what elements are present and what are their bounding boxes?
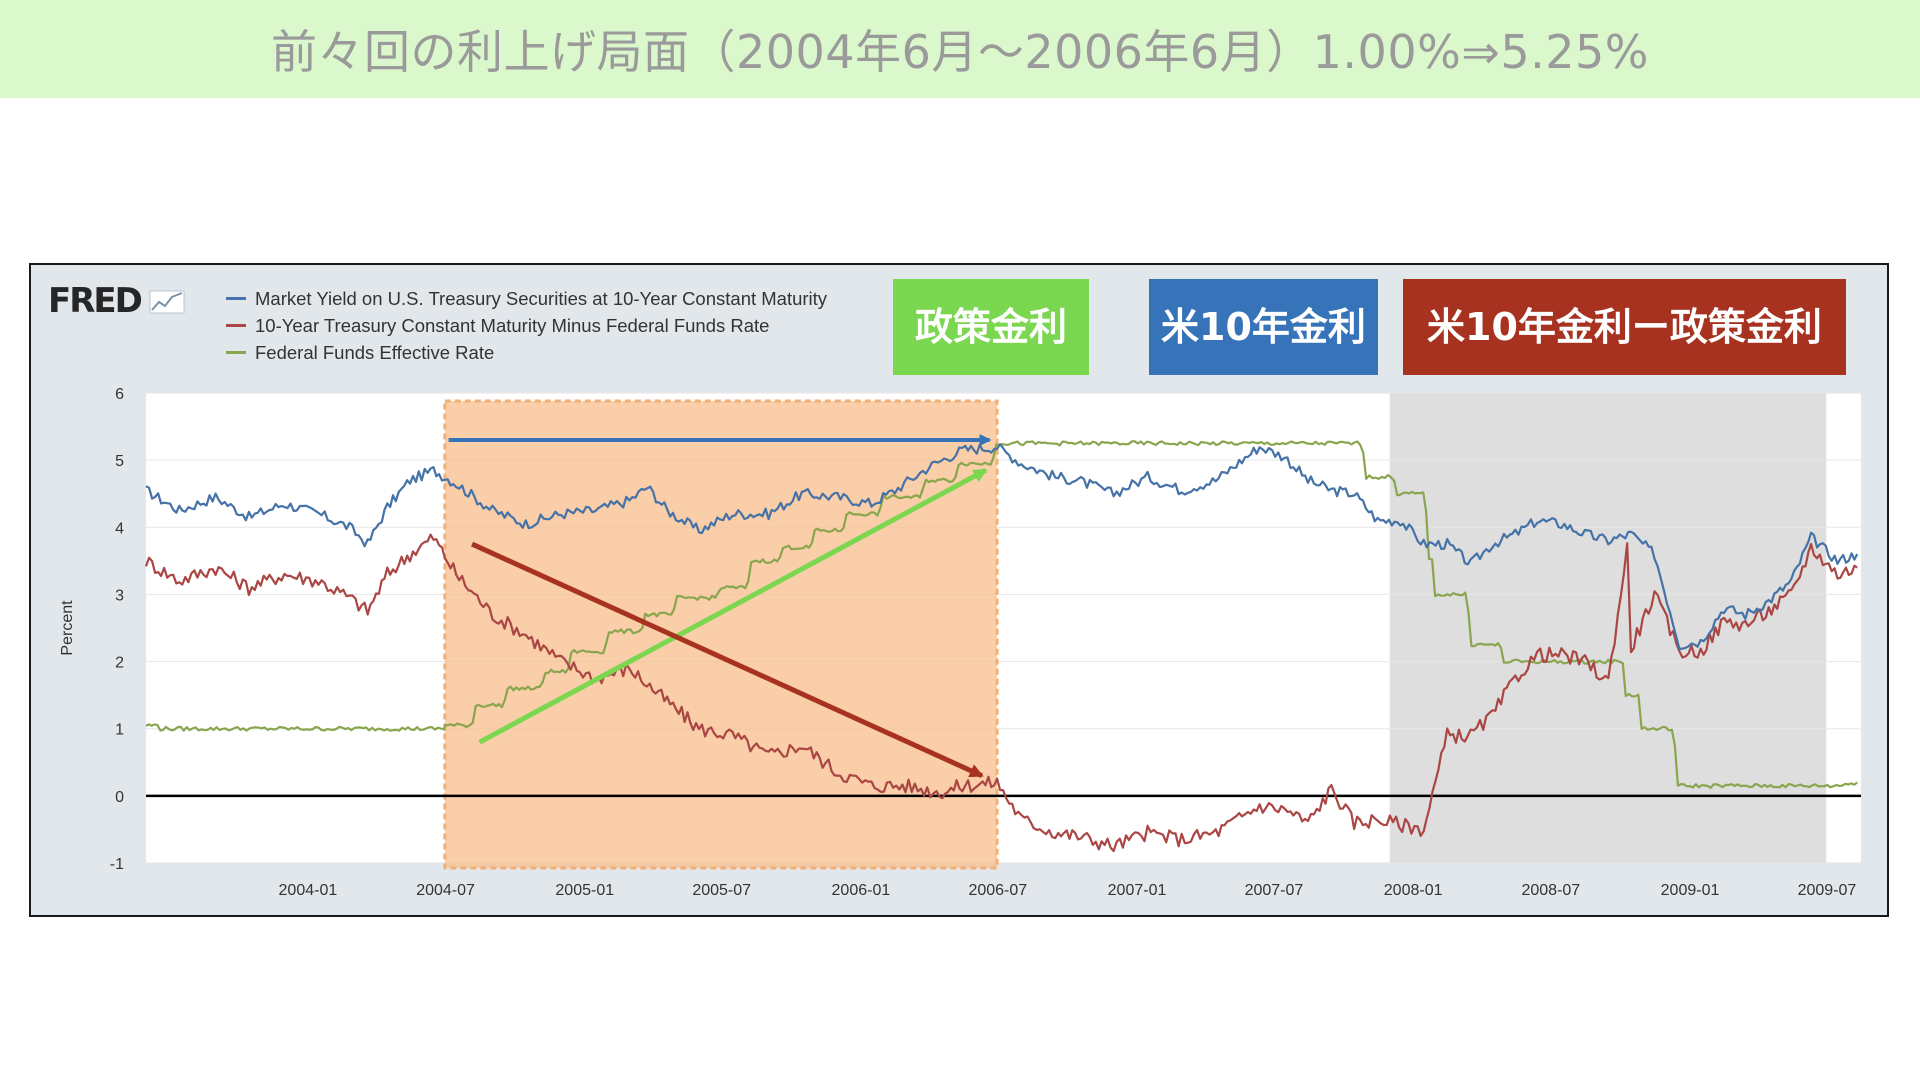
x-tick-label: 2005-07 bbox=[692, 882, 751, 899]
fred-logo-text: FRED bbox=[48, 281, 143, 321]
x-tick-label: 2008-07 bbox=[1521, 882, 1580, 899]
legend-item-fed-funds: Federal Funds Effective Rate bbox=[226, 339, 827, 366]
fred-logo: FRED bbox=[48, 281, 185, 321]
legend-swatch-market-yield bbox=[226, 297, 246, 300]
y-tick-label: 4 bbox=[115, 520, 124, 537]
highlight-period-box bbox=[443, 399, 999, 870]
badge-policy-rate: 政策金利 bbox=[893, 279, 1089, 375]
y-tick-label: 5 bbox=[115, 453, 124, 470]
y-tick-label: 6 bbox=[115, 386, 124, 403]
series-market-yield-line bbox=[145, 443, 1859, 650]
chart-canvas: 6 5 4 3 2 1 0 -1 2004-01 2004-07 2005-01 2005-07 200… bbox=[59, 386, 1861, 899]
legend-label-market-yield: Market Yield on U.S. Treasury Securities… bbox=[255, 287, 828, 309]
y-tick-label: 2 bbox=[115, 655, 124, 672]
legend-item-spread: 10-Year Treasury Constant Maturity Minus… bbox=[226, 312, 827, 339]
recession-shading bbox=[1389, 393, 1827, 863]
legend-item-market-yield: Market Yield on U.S. Treasury Securities… bbox=[226, 285, 827, 312]
x-tick-label: 2006-01 bbox=[832, 882, 891, 899]
chart-frame: 6 5 4 3 2 1 0 -1 2004-01 2004-07 2005-01 2005-07 200… bbox=[29, 263, 1889, 917]
arrow-policy-rate-rise bbox=[478, 468, 988, 745]
chart-legend: Market Yield on U.S. Treasury Securities… bbox=[226, 285, 827, 366]
y-tick-label: 1 bbox=[115, 722, 124, 739]
legend-swatch-spread bbox=[226, 324, 246, 327]
y-axis-label: Percent bbox=[59, 600, 76, 656]
x-tick-label: 2007-01 bbox=[1108, 882, 1167, 899]
badge-spread: 米10年金利ー政策金利 bbox=[1403, 279, 1846, 375]
badge-us10y: 米10年金利 bbox=[1149, 279, 1378, 375]
y-tick-label: -1 bbox=[110, 856, 124, 873]
y-tick-label: 3 bbox=[115, 587, 124, 604]
slide-title-bar: 前々回の利上げ局面（2004年6月〜2006年6月）1.00%⇒5.25% bbox=[0, 0, 1920, 98]
mini-chart-icon bbox=[149, 283, 185, 323]
series-spread-line bbox=[144, 533, 1858, 853]
legend-label-fed-funds: Federal Funds Effective Rate bbox=[255, 341, 495, 363]
x-tick-label: 2004-01 bbox=[279, 882, 338, 899]
y-tick-label: 0 bbox=[115, 789, 124, 806]
x-tick-label: 2007-07 bbox=[1245, 882, 1304, 899]
legend-label-spread: 10-Year Treasury Constant Maturity Minus… bbox=[255, 314, 770, 336]
x-tick-label: 2009-01 bbox=[1661, 882, 1720, 899]
x-tick-label: 2008-01 bbox=[1384, 882, 1443, 899]
arrow-spread-fall bbox=[471, 541, 984, 778]
x-tick-label: 2006-07 bbox=[968, 882, 1027, 899]
x-tick-label: 2009-07 bbox=[1798, 882, 1857, 899]
slide-title: 前々回の利上げ局面（2004年6月〜2006年6月）1.00%⇒5.25% bbox=[271, 25, 1649, 79]
x-tick-label: 2004-07 bbox=[416, 882, 475, 899]
x-tick-label: 2005-01 bbox=[555, 882, 614, 899]
legend-swatch-fed-funds bbox=[226, 351, 246, 354]
